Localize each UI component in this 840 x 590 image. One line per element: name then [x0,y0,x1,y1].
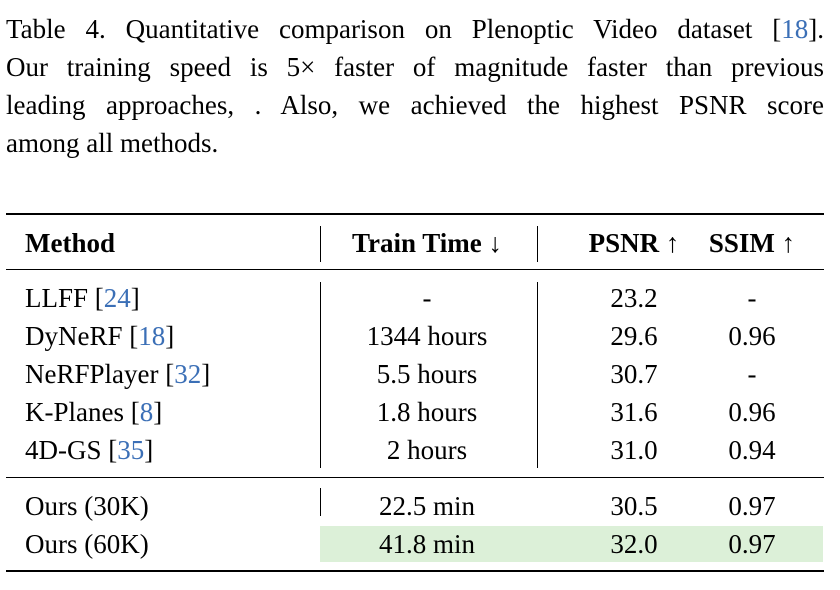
bottom-rule [6,570,824,572]
train-time-cell: 41.8 min [378,529,475,559]
caption-line: among all methods. [6,128,219,158]
method-text: ] [144,435,154,465]
method-text: ] [201,359,211,389]
ssim-cell: 0.96 [728,397,776,427]
citation[interactable]: 8 [139,397,154,427]
train-time-cell: 5.5 hours [376,359,478,389]
method-cell: Ours (60K) [25,529,149,559]
citation[interactable]: 32 [174,359,202,389]
train-time-cell: - [422,283,432,313]
method-cell: Ours (30K) [25,491,149,521]
caption-text: ]. [808,14,824,44]
method-text: ] [165,321,175,351]
psnr-cell: 32.0 [610,529,658,559]
column-divider [320,488,321,516]
method-text: DyNeRF [ [25,321,139,351]
train-time-cell: 22.5 min [378,491,475,521]
psnr-cell: 30.5 [610,491,658,521]
train-time-cell: 1.8 hours [376,397,478,427]
method-cell: 4D-GS [35] [25,435,153,465]
citation[interactable]: 18 [781,14,809,44]
psnr-cell: 29.6 [610,321,658,351]
caption-text: Table 4. Quantitative comparison on Plen… [6,14,782,44]
psnr-cell: 30.7 [610,359,658,389]
ssim-cell: - [747,283,757,313]
ssim-cell: - [747,359,757,389]
group-rule [6,477,824,478]
citation[interactable]: 35 [117,435,145,465]
method-text: 4D-GS [ [25,435,118,465]
ssim-cell: 0.96 [728,321,776,351]
psnr-cell: 23.2 [610,283,658,313]
method-text: K-Planes [ [25,397,140,427]
column-header: Train Time ↓ [351,228,503,258]
column-header: PSNR ↑ [588,228,680,258]
train-time-cell: 2 hours [386,435,468,465]
ssim-cell: 0.94 [728,435,776,465]
top-rule [6,213,824,215]
column-header: Method [25,228,115,258]
method-text: ] [153,397,163,427]
column-divider [537,226,538,262]
method-text: LLFF [ [25,283,104,313]
column-header: SSIM ↑ [708,228,796,258]
citation[interactable]: 24 [103,283,131,313]
train-time-cell: 1344 hours [366,321,488,351]
citation[interactable]: 18 [138,321,166,351]
method-cell: NeRFPlayer [32] [25,359,210,389]
caption-line: leading approaches, . Also, we achieved … [6,90,824,120]
method-cell: LLFF [24] [25,283,140,313]
psnr-cell: 31.0 [610,435,658,465]
method-text: Ours (30K) [25,491,149,521]
highlight [320,526,823,562]
ssim-cell: 0.97 [728,529,776,559]
method-text: Ours (60K) [25,529,149,559]
psnr-cell: 31.6 [610,397,658,427]
column-divider [320,282,321,468]
method-text: NeRFPlayer [ [25,359,175,389]
caption-line: Our training speed is 5× faster of magni… [6,52,824,82]
caption-line: Table 4. Quantitative comparison on Plen… [6,14,824,44]
column-divider [320,226,321,262]
method-text: ] [130,283,140,313]
header-rule [6,269,824,270]
column-divider [537,282,538,468]
method-cell: DyNeRF [18] [25,321,174,351]
ssim-cell: 0.97 [728,491,776,521]
method-cell: K-Planes [8] [25,397,162,427]
